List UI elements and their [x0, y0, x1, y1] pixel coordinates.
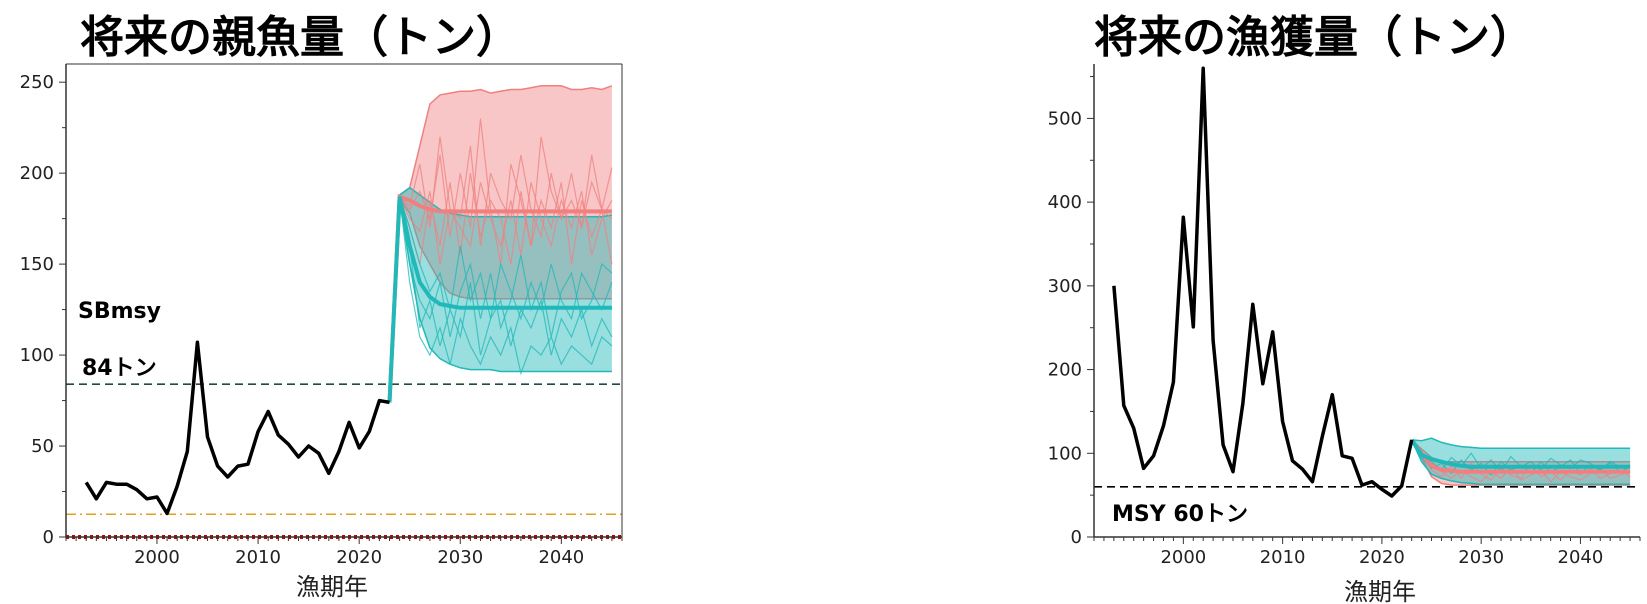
y-tick-label: 50 [31, 436, 54, 457]
median-line [1410, 438, 1631, 469]
chart-title: 将来の漁獲量（トン） [1094, 12, 1534, 63]
band-upper-edge [1411, 437, 1631, 450]
median-line [1410, 438, 1631, 474]
band-upper-edge [388, 85, 613, 403]
historical-line [84, 340, 390, 516]
y-tick-label: 100 [20, 345, 54, 366]
band-lower-edge [1411, 439, 1631, 486]
x-tick-label: 2010 [235, 547, 281, 568]
spawning-biomass-chart: 将来の親魚量（トン） 2000 2010 2020 2030 2040 0 50 100 150… [20, 12, 623, 601]
band-lower-edge [1411, 439, 1631, 486]
simulation-trace [388, 196, 613, 403]
x-tick-label: 2020 [1359, 547, 1405, 568]
y-tick-label: 200 [20, 163, 54, 184]
x-tick-label: 2000 [1160, 547, 1206, 568]
simulation-trace [388, 196, 613, 403]
x-tick-label: 2030 [1458, 547, 1504, 568]
y-tick-label: 200 [1048, 360, 1082, 381]
y-tick-label: 400 [1048, 192, 1082, 213]
simulation-trace [388, 196, 613, 403]
x-tick-label: 2020 [336, 547, 382, 568]
x-axis-label: 漁期年 [1344, 578, 1416, 604]
y-tick-label: 100 [1048, 443, 1082, 464]
historical-line [1112, 66, 1414, 498]
band-lower-edge [388, 196, 612, 403]
median-line [387, 196, 612, 403]
annotation-msy: MSY 60トン [1112, 502, 1248, 527]
y-tick-label: 500 [1048, 108, 1082, 129]
y-tick-label: 250 [20, 72, 54, 93]
x-tick-label: 2000 [134, 547, 180, 568]
y-tick-label: 0 [1071, 527, 1082, 548]
simulation-trace [388, 182, 613, 403]
simulation-trace [388, 196, 613, 403]
annotation-sbmsy: SBmsy [78, 299, 161, 324]
uncertainty-band [389, 187, 612, 403]
y-tick-label: 150 [20, 254, 54, 275]
median-line [387, 194, 612, 403]
catch-chart: 将来の漁獲量（トン） 2000 2010 2020 2030 2040 0 100 200 30… [1048, 12, 1641, 604]
annotation-84t: 84トン [82, 356, 157, 381]
x-tick-label: 2030 [437, 547, 483, 568]
x-tick-label: 2040 [538, 547, 584, 568]
band-lower-edge [388, 198, 612, 403]
chart-title: 将来の親魚量（トン） [80, 12, 520, 63]
x-axis-label: 漁期年 [296, 573, 368, 601]
simulation-trace [388, 173, 613, 403]
x-tick-label: 2010 [1260, 547, 1306, 568]
y-tick-label: 0 [43, 527, 54, 548]
x-tick-label: 2040 [1558, 547, 1604, 568]
y-tick-label: 300 [1048, 276, 1082, 297]
